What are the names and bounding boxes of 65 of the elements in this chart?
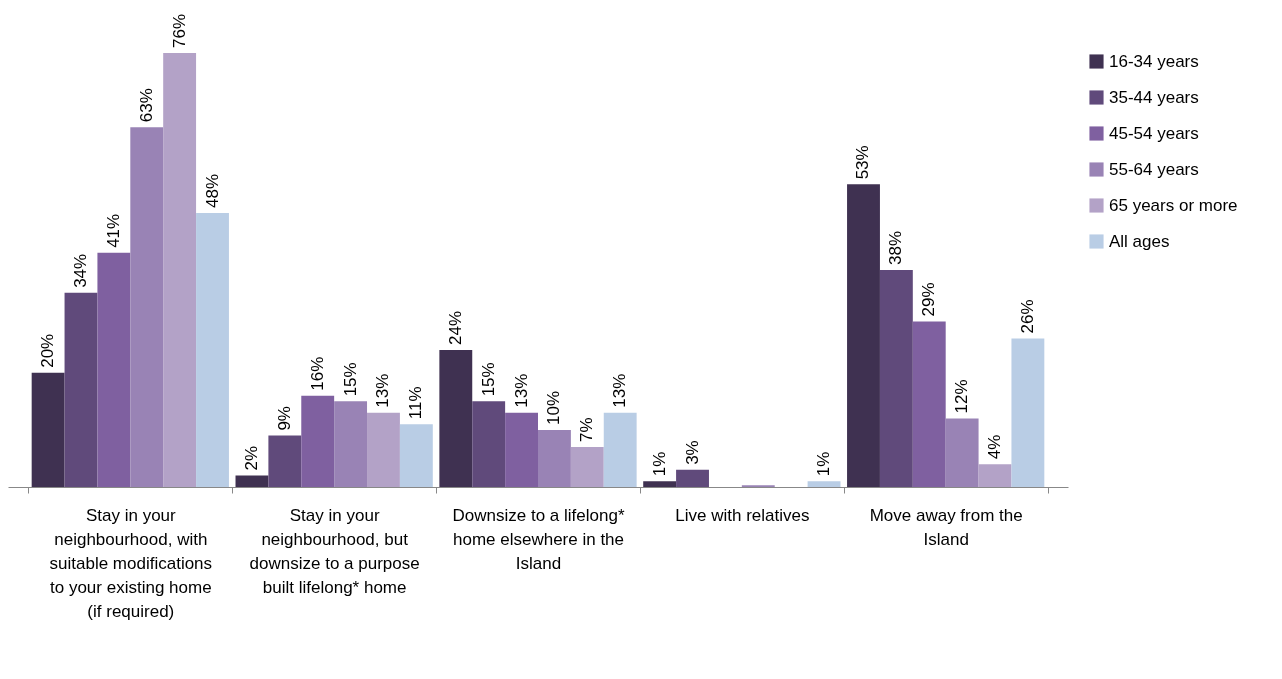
- x-tick-label: Stay in your neighbourhood, with suitable modifications to your existing home (if required): [49, 505, 213, 621]
- data-label: 76%: [169, 13, 189, 48]
- bar: [945, 418, 979, 487]
- data-label: 53%: [853, 145, 873, 180]
- legend-label: 65 years or more: [1109, 195, 1238, 215]
- bar: [235, 475, 269, 487]
- x-tick-label: Move away from the Island: [869, 505, 1023, 549]
- bar: [505, 412, 538, 487]
- data-label: 13%: [511, 373, 531, 408]
- data-label: 38%: [886, 230, 906, 265]
- data-label: 26%: [1017, 299, 1037, 334]
- data-label: 7%: [577, 417, 597, 443]
- data-label: 20%: [38, 333, 58, 368]
- data-label: 12%: [952, 379, 972, 414]
- bar: [31, 372, 65, 487]
- bar: [367, 412, 400, 487]
- legend-label: All ages: [1109, 231, 1170, 251]
- data-label: 29%: [919, 282, 939, 317]
- data-label: 9%: [274, 406, 294, 431]
- data-label: 63%: [136, 88, 156, 123]
- bar: [978, 464, 1012, 487]
- data-label: 3%: [682, 440, 702, 465]
- legend-label: 55-64 years: [1109, 159, 1199, 179]
- bar: [603, 412, 637, 487]
- bar: [472, 401, 506, 487]
- data-label: 15%: [340, 362, 360, 397]
- bar: [163, 53, 197, 487]
- bar: [538, 429, 571, 487]
- data-label: 24%: [445, 310, 465, 345]
- bar: [1011, 338, 1045, 487]
- x-tick-label: Stay in your neighbourhood, but downsize to a purpose built lifelong* home: [249, 505, 420, 597]
- bar: [439, 349, 473, 487]
- data-label: 13%: [373, 373, 393, 408]
- data-label: 2%: [241, 446, 261, 471]
- bar: [301, 395, 335, 487]
- x-tick-label: Live with relatives: [675, 505, 810, 525]
- bar: [130, 127, 164, 487]
- legend-label: 35-44 years: [1109, 87, 1199, 107]
- bar: [97, 252, 131, 487]
- data-label: 1%: [814, 451, 834, 477]
- data-label: 34%: [70, 253, 90, 288]
- legend-label: 45-54 years: [1109, 123, 1199, 143]
- data-label: 16%: [307, 356, 327, 391]
- bar: [196, 212, 229, 487]
- data-label: 10%: [544, 390, 564, 425]
- data-label: 13%: [610, 373, 630, 408]
- data-label: 4%: [985, 434, 1005, 460]
- bar: [912, 321, 946, 487]
- data-label: 15%: [478, 362, 498, 397]
- data-label: 41%: [103, 213, 123, 248]
- bar: [399, 424, 433, 487]
- bar: [64, 292, 98, 487]
- bar: [807, 481, 841, 487]
- legend-label: 16-34 years: [1109, 51, 1199, 71]
- bar: [268, 435, 302, 487]
- bar: [847, 184, 880, 487]
- bar: [676, 469, 709, 487]
- bar: [643, 481, 677, 487]
- data-label: 48%: [202, 173, 222, 208]
- data-label: 11%: [406, 386, 426, 420]
- bar: [334, 401, 368, 487]
- bar: [879, 270, 913, 487]
- data-label: 1%: [649, 451, 669, 477]
- x-tick-label: Downsize to a lifelong* home elsewhere in the Island: [452, 505, 625, 573]
- bar: [570, 447, 604, 487]
